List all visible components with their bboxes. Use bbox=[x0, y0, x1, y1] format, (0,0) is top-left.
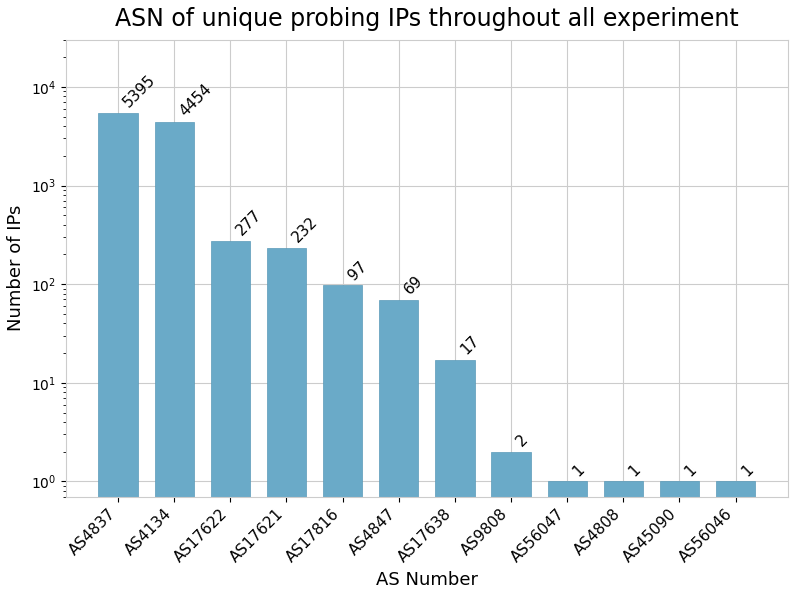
Bar bbox=[379, 300, 418, 596]
Text: 17: 17 bbox=[458, 333, 482, 358]
Text: 277: 277 bbox=[233, 207, 264, 238]
Bar bbox=[267, 248, 306, 596]
Bar bbox=[323, 285, 363, 596]
Text: 69: 69 bbox=[401, 273, 426, 297]
Text: 5395: 5395 bbox=[121, 73, 159, 110]
Bar bbox=[99, 113, 138, 596]
Bar bbox=[491, 452, 531, 596]
Bar bbox=[603, 482, 643, 596]
Text: 1: 1 bbox=[626, 461, 643, 479]
Text: 97: 97 bbox=[345, 259, 370, 283]
Bar bbox=[154, 122, 194, 596]
Text: 2: 2 bbox=[514, 432, 531, 449]
Bar bbox=[435, 360, 475, 596]
Text: 1: 1 bbox=[682, 461, 700, 479]
Title: ASN of unique probing IPs throughout all experiment: ASN of unique probing IPs throughout all… bbox=[115, 7, 739, 31]
Bar bbox=[548, 482, 587, 596]
Text: 1: 1 bbox=[739, 461, 756, 479]
Text: 1: 1 bbox=[570, 461, 588, 479]
Text: 4454: 4454 bbox=[177, 81, 215, 119]
Y-axis label: Number of IPs: Number of IPs bbox=[7, 205, 25, 331]
Bar bbox=[211, 241, 250, 596]
Bar bbox=[660, 482, 699, 596]
Bar bbox=[716, 482, 755, 596]
X-axis label: AS Number: AS Number bbox=[376, 571, 478, 589]
Text: 232: 232 bbox=[289, 214, 320, 246]
